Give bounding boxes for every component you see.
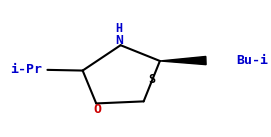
Text: i-Pr: i-Pr (10, 63, 42, 76)
Text: O: O (93, 103, 102, 116)
Text: Bu-i: Bu-i (236, 54, 268, 67)
Text: H: H (116, 22, 123, 35)
Text: S: S (148, 73, 155, 86)
Polygon shape (160, 56, 206, 65)
Text: N: N (115, 34, 123, 47)
